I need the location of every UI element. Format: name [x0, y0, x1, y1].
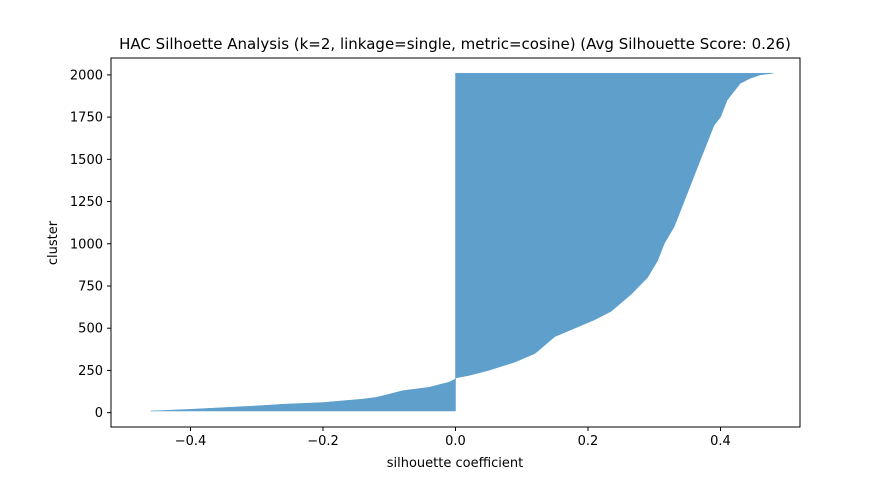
y-tick-label: 250 [78, 364, 103, 379]
y-tick-label: 0 [95, 406, 103, 421]
y-tick-label: 1250 [70, 195, 103, 210]
x-tick-label: −0.2 [307, 434, 339, 449]
x-tick-label: 0.0 [445, 434, 466, 449]
x-axis-ticks: −0.4 −0.2 0.0 0.2 0.4 [175, 427, 731, 449]
y-tick-label: 1500 [70, 153, 103, 168]
y-tick-label: 2000 [70, 68, 103, 83]
x-tick-label: 0.4 [710, 434, 731, 449]
chart-title: HAC Silhoette Analysis (k=2, linkage=sin… [119, 35, 791, 53]
cluster-0-silhouette-area [150, 378, 456, 412]
cluster-1-silhouette-area [455, 72, 774, 379]
y-tick-label: 1000 [70, 237, 103, 252]
y-tick-label: 750 [78, 279, 103, 294]
plot-fill-layer [150, 72, 774, 412]
x-tick-label: 0.2 [578, 434, 599, 449]
y-tick-label: 500 [78, 322, 103, 337]
y-axis-label: cluster [46, 220, 61, 265]
y-axis-ticks: 0 250 500 750 1000 1250 1500 1750 2000 [70, 68, 111, 421]
y-tick-label: 1750 [70, 111, 103, 126]
x-tick-label: −0.4 [175, 434, 207, 449]
x-axis-label: silhouette coefficient [387, 456, 524, 471]
